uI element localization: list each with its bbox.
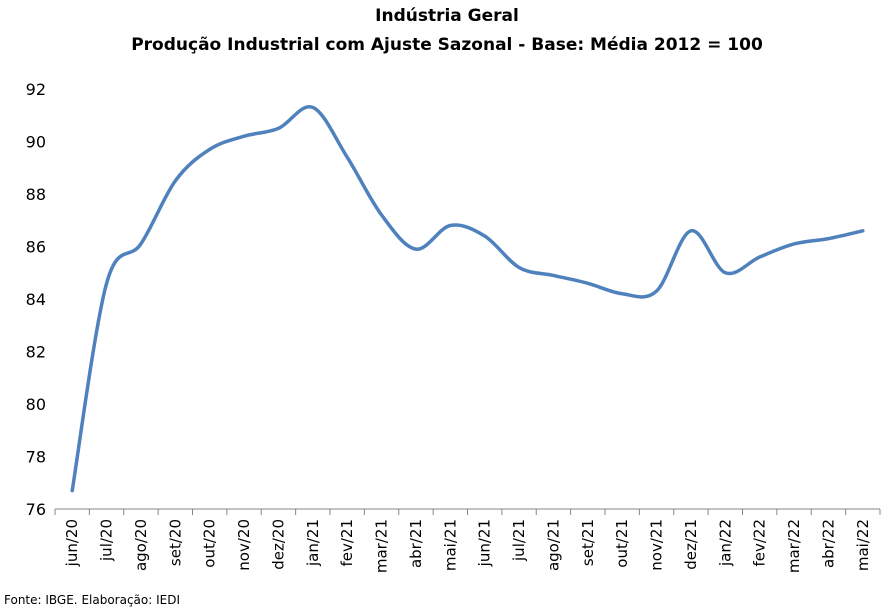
y-tick-label: 84 — [26, 290, 46, 309]
x-tick-label: abr/22 — [819, 519, 837, 568]
x-tick-label: jan/21 — [304, 519, 322, 567]
x-tick-label: mar/21 — [373, 519, 391, 573]
chart-axes: 76 78 80 82 84 86 88 90 92 jun/20 jul/20 ago/20 set/… — [26, 80, 881, 573]
x-tick-label: out/21 — [613, 519, 631, 568]
y-tick-label: 86 — [26, 238, 46, 257]
x-tick-label: mai/21 — [441, 519, 459, 571]
x-tick-label: fev/21 — [338, 519, 356, 567]
x-tick-label: ago/20 — [132, 519, 150, 571]
source-note: Fonte: IBGE. Elaboração: IEDI — [4, 593, 181, 607]
y-tick-label: 88 — [26, 185, 46, 204]
chart-subtitle: Produção Industrial com Ajuste Sazonal -… — [131, 35, 763, 55]
x-tick-label: ago/21 — [544, 519, 562, 571]
x-tick-label: dez/20 — [269, 519, 287, 570]
y-tick-label: 80 — [26, 395, 46, 414]
x-tick-label: dez/21 — [682, 519, 700, 570]
x-tick-label: set/20 — [166, 519, 184, 566]
y-tick-label: 76 — [26, 500, 46, 519]
x-tick-label: set/21 — [579, 519, 597, 566]
x-tick-label: jul/21 — [510, 519, 528, 562]
x-tick-label: out/20 — [201, 519, 219, 568]
y-tick-label: 90 — [26, 133, 46, 152]
y-tick-label: 78 — [26, 448, 46, 467]
x-tick-label: jul/20 — [98, 519, 116, 562]
y-tick-label: 82 — [26, 343, 46, 362]
x-tick-label: jan/22 — [716, 519, 734, 567]
chart-title: Indústria Geral — [375, 6, 519, 26]
x-tick-label: mar/22 — [785, 519, 803, 573]
series-line — [70, 104, 865, 493]
x-tick-label: fev/22 — [751, 519, 769, 567]
x-tick-label: nov/21 — [648, 519, 666, 571]
x-tick-label: jun/21 — [476, 519, 494, 567]
x-tick-label: mai/22 — [854, 519, 872, 571]
x-tick-label: abr/21 — [407, 519, 425, 568]
y-tick-label: 92 — [26, 80, 46, 99]
x-tick-label: nov/20 — [235, 519, 253, 571]
chart-series — [70, 104, 865, 493]
x-tick-label: jun/20 — [63, 519, 81, 567]
